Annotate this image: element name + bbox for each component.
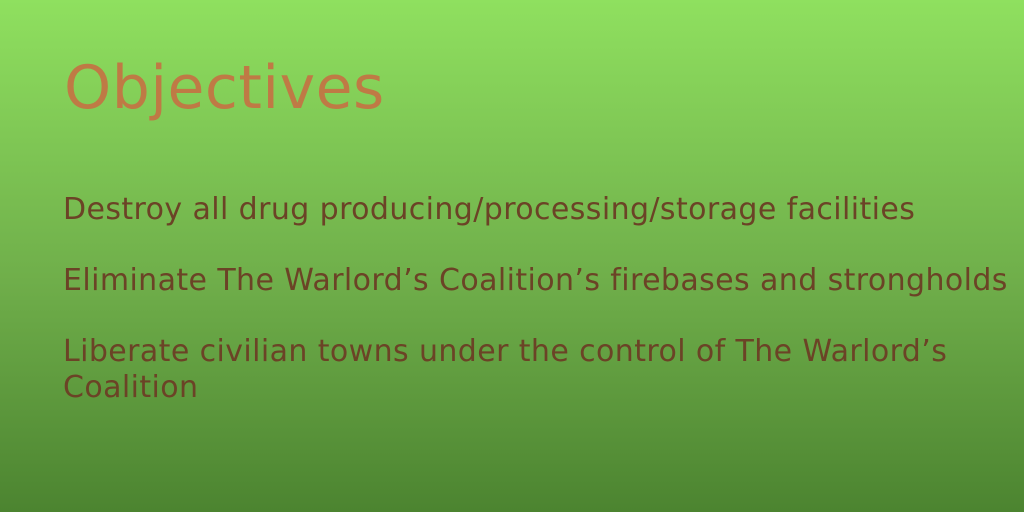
objective-item: Eliminate The Warlord’s Coalition’s fire… [63, 263, 1008, 298]
objective-item: Destroy all drug producing/processing/st… [63, 192, 916, 227]
objective-item: Liberate civilian towns under the contro… [63, 334, 948, 405]
objectives-list: Destroy all drug producing/processing/st… [63, 192, 1018, 441]
slide-title: Objectives [64, 53, 385, 123]
